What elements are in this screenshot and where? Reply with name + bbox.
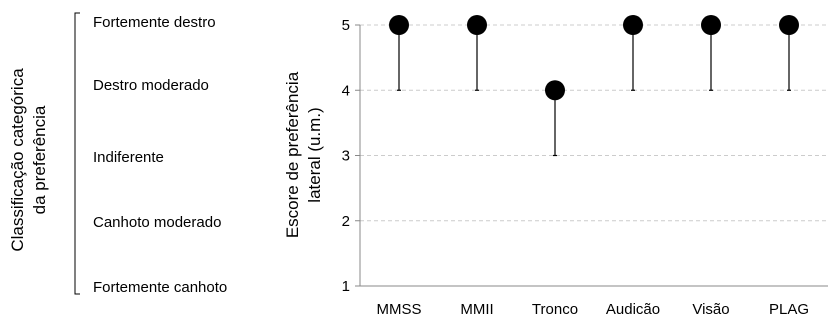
y-axis-label-line2: lateral (u.m.)	[305, 107, 324, 202]
level-strongly-left: Fortemente canhoto	[93, 279, 227, 296]
categorical-scale-title-line2: da preferência	[30, 105, 49, 214]
level-moderately-left: Canhoto moderado	[93, 214, 221, 231]
data-point	[623, 15, 643, 35]
x-tick-label: MMII	[460, 301, 493, 318]
x-tick-label: Audicão	[606, 301, 660, 318]
level-moderately-right: Destro moderado	[93, 77, 209, 94]
data-point	[545, 80, 565, 101]
error-bars	[397, 25, 791, 157]
x-tick-label: MMSS	[377, 301, 422, 318]
x-tick-label: PLAG	[769, 301, 809, 318]
x-tick-label: Tronco	[532, 301, 578, 318]
level-indifferent: Indiferente	[93, 149, 164, 166]
y-tick-label: 2	[342, 213, 350, 230]
y-axis-ticks: 1 2 3 4 5	[342, 17, 360, 295]
x-axis-ticks: MMSS MMII Tronco Audicão Visão PLAG	[377, 301, 810, 318]
data-point	[701, 15, 721, 35]
y-axis-label-line1: Escore de preferência	[283, 71, 302, 238]
level-strongly-right: Fortemente destro	[93, 14, 216, 31]
data-point	[389, 15, 409, 35]
categorical-scale-title-line1: Classificação categórica	[8, 68, 27, 252]
data-point	[467, 15, 487, 35]
x-tick-label: Visão	[692, 301, 729, 318]
y-tick-label: 5	[342, 17, 350, 34]
y-tick-label: 1	[342, 278, 350, 295]
y-tick-label: 4	[342, 82, 350, 99]
y-tick-label: 3	[342, 148, 350, 165]
categorical-bracket	[74, 12, 80, 295]
data-point	[779, 15, 799, 35]
data-points	[389, 15, 799, 101]
categorical-scale-panel: Classificação categórica da preferência …	[8, 12, 227, 296]
gridlines	[360, 24, 828, 222]
